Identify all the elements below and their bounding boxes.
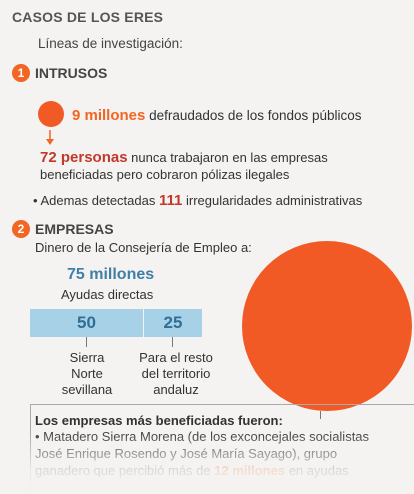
section-2-intro: Dinero de la Consejería de Empleo a:: [35, 240, 252, 255]
large-proportion-circle: [242, 241, 412, 411]
beneficiaries-line: ganadero que percibió más de 12 millones…: [35, 462, 414, 479]
beneficiaries-line: • Matadero Sierra Morena (de los exconce…: [35, 429, 370, 444]
beneficiaries-line-text: en ayudas: [288, 463, 349, 478]
caption-resto-line: andaluz: [153, 382, 199, 397]
arrow-down-icon: [46, 130, 54, 145]
fact-people: 72 personas nunca trabajaron en las empr…: [40, 149, 328, 183]
total-value: 75 millones: [67, 266, 155, 283]
fact-people-value: 72 personas: [40, 149, 128, 166]
caption-sierra-line: Norte: [71, 366, 103, 381]
section-2-badge: 2: [12, 220, 30, 238]
split-bar-segment-sierra: 50: [77, 313, 96, 332]
split-bar-divider: [143, 309, 144, 337]
caption-sierra-line: sevillana: [61, 382, 113, 397]
caption-resto: Para el resto del territorio andaluz: [128, 350, 224, 398]
fact-defrauded: 9 millones defraudados de los fondos púb…: [72, 107, 362, 124]
section-1-heading: INTRUSOS: [35, 65, 108, 81]
fact-irregularities-value: 111: [158, 192, 183, 209]
beneficiaries-heading: Los empresas más beneficiadas fueron:: [35, 413, 283, 428]
leader-line-circle: [320, 411, 321, 419]
split-bar: 50 25: [30, 309, 202, 337]
page-title: CASOS DE LOS ERES: [12, 9, 164, 25]
beneficiaries-amount: 12 millones: [214, 463, 286, 478]
fact-irregularities-text: irregularidades administrativas: [185, 193, 363, 208]
section-1-badge: 1: [12, 64, 30, 82]
fact-people-text-1: nunca trabajaron en las empresas: [131, 150, 328, 165]
fact-defrauded-value: 9 millones: [72, 107, 146, 124]
beneficiaries-line: José Enrique Rosendo y José María Sayago…: [35, 446, 338, 461]
total-label: Ayudas directas: [61, 287, 154, 302]
beneficiaries-box: Los empresas más beneficiadas fueron: • …: [30, 404, 414, 494]
page-subtitle: Líneas de investigación:: [38, 36, 183, 51]
beneficiaries-line-text: ganadero que percibió más de: [35, 463, 211, 478]
section-2-heading: EMPRESAS: [35, 221, 114, 237]
caption-resto-line: Para el resto: [139, 350, 213, 365]
caption-resto-line: del territorio: [141, 366, 211, 381]
leader-line-sierra: [86, 337, 87, 347]
fact-irregularities-prefix: • Ademas detectadas: [33, 193, 156, 208]
fact-irregularities: • Ademas detectadas 111 irregularidades …: [33, 192, 362, 209]
caption-sierra-line: Sierra: [69, 350, 105, 365]
split-bar-segment-resto: 25: [163, 313, 183, 332]
leader-line-resto: [172, 337, 173, 347]
fact-people-text-2: beneficiadas pero cobraron pólizas ilega…: [40, 167, 290, 182]
fact-defrauded-text: defraudados de los fondos públicos: [149, 108, 362, 123]
small-proportion-circle: [38, 101, 64, 127]
caption-sierra: Sierra Norte sevillana: [52, 350, 122, 398]
